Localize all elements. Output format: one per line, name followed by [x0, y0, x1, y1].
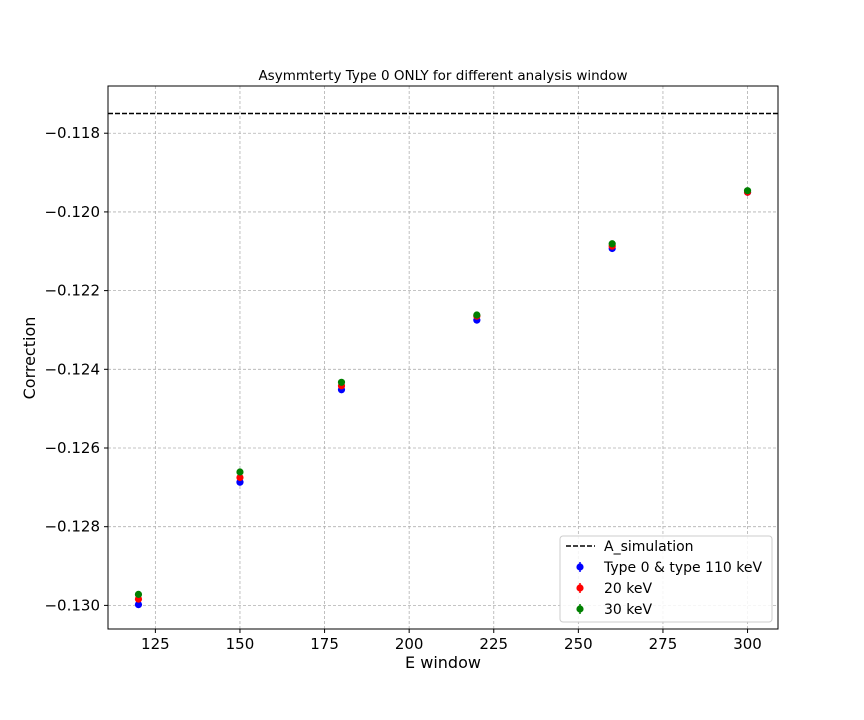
x-tick-label: 225: [479, 635, 508, 653]
x-tick-label: 250: [564, 635, 593, 653]
y-tick-label: −0.124: [44, 360, 100, 378]
x-tick-label: 175: [310, 635, 339, 653]
y-axis-label: Correction: [20, 317, 39, 400]
legend-label: Type 0 & type 110 keV: [603, 560, 762, 576]
y-tick-label: −0.122: [44, 282, 100, 300]
data-point: [134, 590, 143, 598]
x-tick-label: 300: [733, 635, 762, 653]
x-tick-label: 125: [141, 635, 170, 653]
x-axis-label: E window: [405, 653, 481, 672]
data-point: [337, 378, 346, 386]
legend-symbol-marker: [576, 605, 584, 613]
y-tick-label: −0.126: [44, 439, 100, 457]
grid: [108, 86, 778, 629]
data-points: [134, 187, 752, 609]
x-tick-label: 200: [395, 635, 424, 653]
y-tick-label: −0.118: [44, 124, 100, 142]
legend-label: 30 keV: [604, 602, 652, 618]
chart-title: Asymmterty Type 0 ONLY for different ana…: [258, 68, 627, 84]
legend-label-reference: A_simulation: [604, 539, 694, 555]
data-point: [743, 187, 752, 195]
x-tick-label: 150: [226, 635, 255, 653]
plot-frame: [107, 85, 779, 630]
y-axis-ticks: −0.118 −0.120 −0.122 −0.124 −0.126 −0.128 −0.1…: [44, 124, 108, 614]
data-point: [236, 468, 244, 476]
legend-symbol-marker: [576, 563, 584, 571]
legend-symbol-marker: [576, 584, 584, 592]
legend-label: 20 keV: [604, 581, 652, 597]
data-point: [608, 240, 616, 248]
y-tick-label: −0.120: [44, 203, 100, 221]
data-point: [473, 311, 481, 319]
y-tick-label: −0.128: [44, 518, 100, 536]
data-point: [236, 473, 244, 482]
legend-box: [559, 535, 773, 623]
legend: A_simulation Type 0 & type 110 keV 20 keV…: [559, 535, 773, 623]
series-points: [134, 187, 752, 598]
x-axis-ticks: 125 150 175 200 225 250 275 300: [141, 629, 762, 653]
y-tick-label: −0.130: [44, 596, 100, 614]
data-point: [134, 601, 143, 609]
x-tick-label: 275: [649, 635, 678, 653]
